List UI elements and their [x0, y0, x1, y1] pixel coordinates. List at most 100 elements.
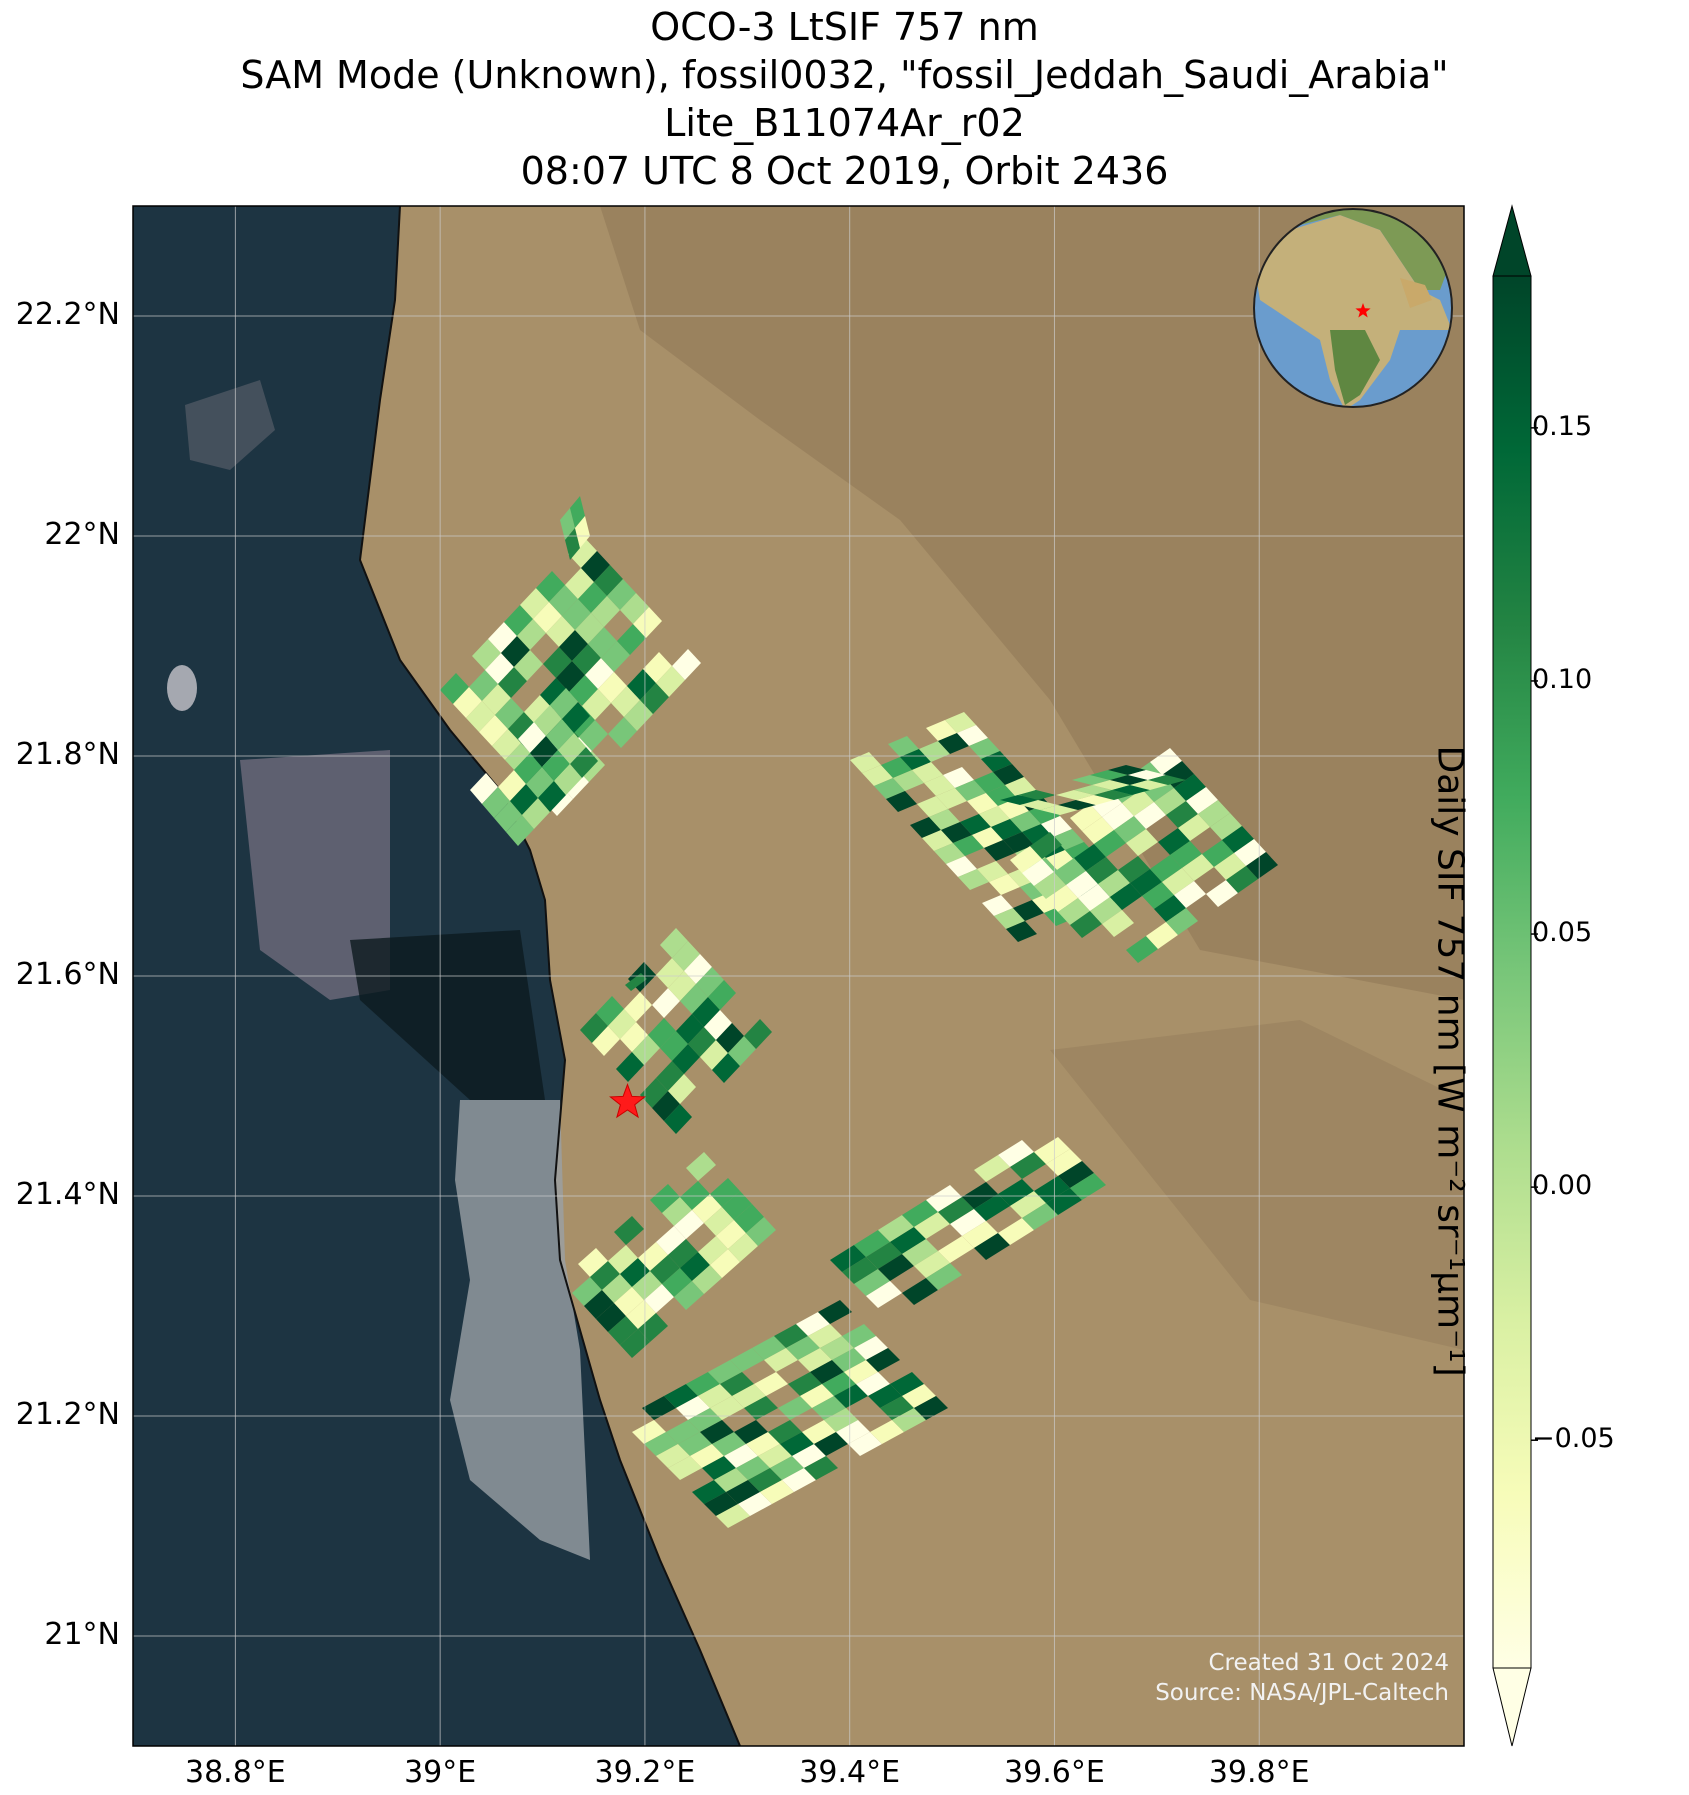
- sif-footprint: [485, 653, 514, 684]
- sif-footprint: [514, 650, 543, 681]
- sif-footprint: [1076, 795, 1114, 805]
- sif-footprint: [1020, 800, 1058, 810]
- sif-footprint: [774, 1324, 808, 1348]
- sif-footprint: [955, 780, 986, 801]
- sif-footprint: [643, 652, 672, 683]
- sif-footprint: [926, 720, 957, 741]
- sif-footprint: [974, 1233, 1010, 1260]
- sif-footprint: [1126, 829, 1158, 856]
- sif-footprint: [572, 1277, 602, 1306]
- sif-footprint: [626, 1300, 656, 1329]
- figure-title: OCO-3 LtSIF 757 nm SAM Mode (Unknown), f…: [0, 3, 1689, 195]
- sif-footprint: [572, 644, 601, 675]
- sif-footprint: [575, 516, 590, 548]
- sif-footprint: [640, 683, 669, 714]
- sif-footprint: [1074, 844, 1106, 871]
- sif-footprint: [1010, 846, 1042, 873]
- sif-footprint: [510, 784, 538, 815]
- sif-footprint: [982, 895, 1013, 916]
- sif-footprint: [834, 1384, 868, 1408]
- sif-footprint: [1070, 911, 1102, 938]
- sif-footprint: [842, 1257, 878, 1284]
- sif-footprint: [494, 801, 522, 832]
- sif-footprint: [714, 1468, 748, 1492]
- sif-footprint: [698, 1236, 728, 1265]
- sif-footprint: [938, 1236, 974, 1263]
- sif-footprint: [974, 1155, 1010, 1182]
- sif-footprint: [596, 1303, 626, 1332]
- colorbar: [1492, 204, 1538, 1747]
- sif-footprint: [614, 1216, 644, 1245]
- lon-tick-label: 38.8°E: [184, 1755, 286, 1790]
- sif-footprint: [950, 1209, 986, 1236]
- sif-footprint: [910, 817, 941, 838]
- sif-footprint: [498, 667, 527, 698]
- sif-footprint: [1158, 828, 1190, 855]
- sif-footprint: [578, 582, 607, 613]
- sif-footprint: [536, 571, 565, 602]
- sif-footprint: [570, 496, 585, 528]
- sif-footprint: [668, 1074, 696, 1104]
- sif-footprint: [1006, 921, 1037, 942]
- sif-footprint: [893, 770, 924, 791]
- sif-footprint: [569, 675, 598, 706]
- sif-footprint: [957, 725, 988, 746]
- sif-footprint: [1010, 1191, 1046, 1218]
- sif-footprint: [798, 1348, 832, 1372]
- sif-footprint: [748, 1468, 782, 1492]
- sif-footprint: [632, 1420, 666, 1444]
- sif-footprint: [744, 1019, 772, 1049]
- sif-footprint: [800, 1384, 834, 1408]
- sif-footprint: [700, 1420, 734, 1444]
- sif-footprint: [780, 1432, 814, 1456]
- sif-footprint: [470, 773, 498, 804]
- sif-footprint: [488, 622, 517, 653]
- sif-footprint: [596, 996, 624, 1026]
- sif-footprint: [580, 1013, 608, 1043]
- sif-footprint: [878, 1215, 914, 1242]
- sif-footprint: [754, 1372, 788, 1396]
- sif-footprint: [620, 1258, 650, 1287]
- sif-footprint: [1102, 803, 1134, 830]
- lon-tick-label: 39.4°E: [799, 1755, 901, 1790]
- sif-footprint: [1066, 871, 1098, 898]
- colorbar-extend-max: [1492, 204, 1532, 277]
- sif-footprint: [1150, 748, 1182, 775]
- sif-footprint: [862, 765, 893, 786]
- sif-footprint: [848, 1432, 882, 1456]
- sif-footprint: [732, 1384, 766, 1408]
- lat-tick-label: 21°N: [44, 1617, 120, 1652]
- sif-footprint: [1142, 882, 1174, 909]
- lat-tick-label: 22.2°N: [15, 297, 120, 332]
- lat-tick-label: 21.8°N: [15, 737, 120, 772]
- sif-footprint: [746, 1217, 776, 1246]
- sif-footprint: [830, 1245, 866, 1272]
- lat-tick-label: 22°N: [44, 517, 120, 552]
- sif-footprint: [726, 1480, 760, 1504]
- sif-footprint: [1108, 765, 1146, 775]
- sif-footprint: [1018, 790, 1056, 800]
- sif-footprint: [517, 619, 546, 650]
- colorbar-tick-label: 0.10: [1532, 663, 1593, 695]
- sif-footprint: [664, 1104, 692, 1134]
- sif-footprint: [690, 1444, 724, 1468]
- graticule: [133, 206, 1464, 1746]
- sif-footprint: [881, 757, 912, 778]
- sif-footprint: [917, 796, 948, 817]
- sif-footprint: [676, 1396, 710, 1420]
- sif-footprint: [1166, 801, 1198, 828]
- sif-footprint: [611, 686, 640, 717]
- sif-footprint: [1222, 826, 1254, 853]
- sif-footprint: [758, 1444, 792, 1468]
- sif-footprint: [1070, 1173, 1106, 1200]
- sif-footprint: [668, 1456, 702, 1480]
- sif-footprint: [607, 579, 636, 610]
- sif-footprint: [1040, 805, 1078, 815]
- sif-footprint: [518, 722, 546, 753]
- sif-footprint: [744, 1396, 778, 1420]
- sif-footprint: [534, 705, 562, 736]
- sif-footprint: [479, 715, 508, 746]
- sif-footprint: [1198, 800, 1230, 827]
- sif-footprint: [656, 1226, 686, 1255]
- sif-footprint: [812, 1396, 846, 1420]
